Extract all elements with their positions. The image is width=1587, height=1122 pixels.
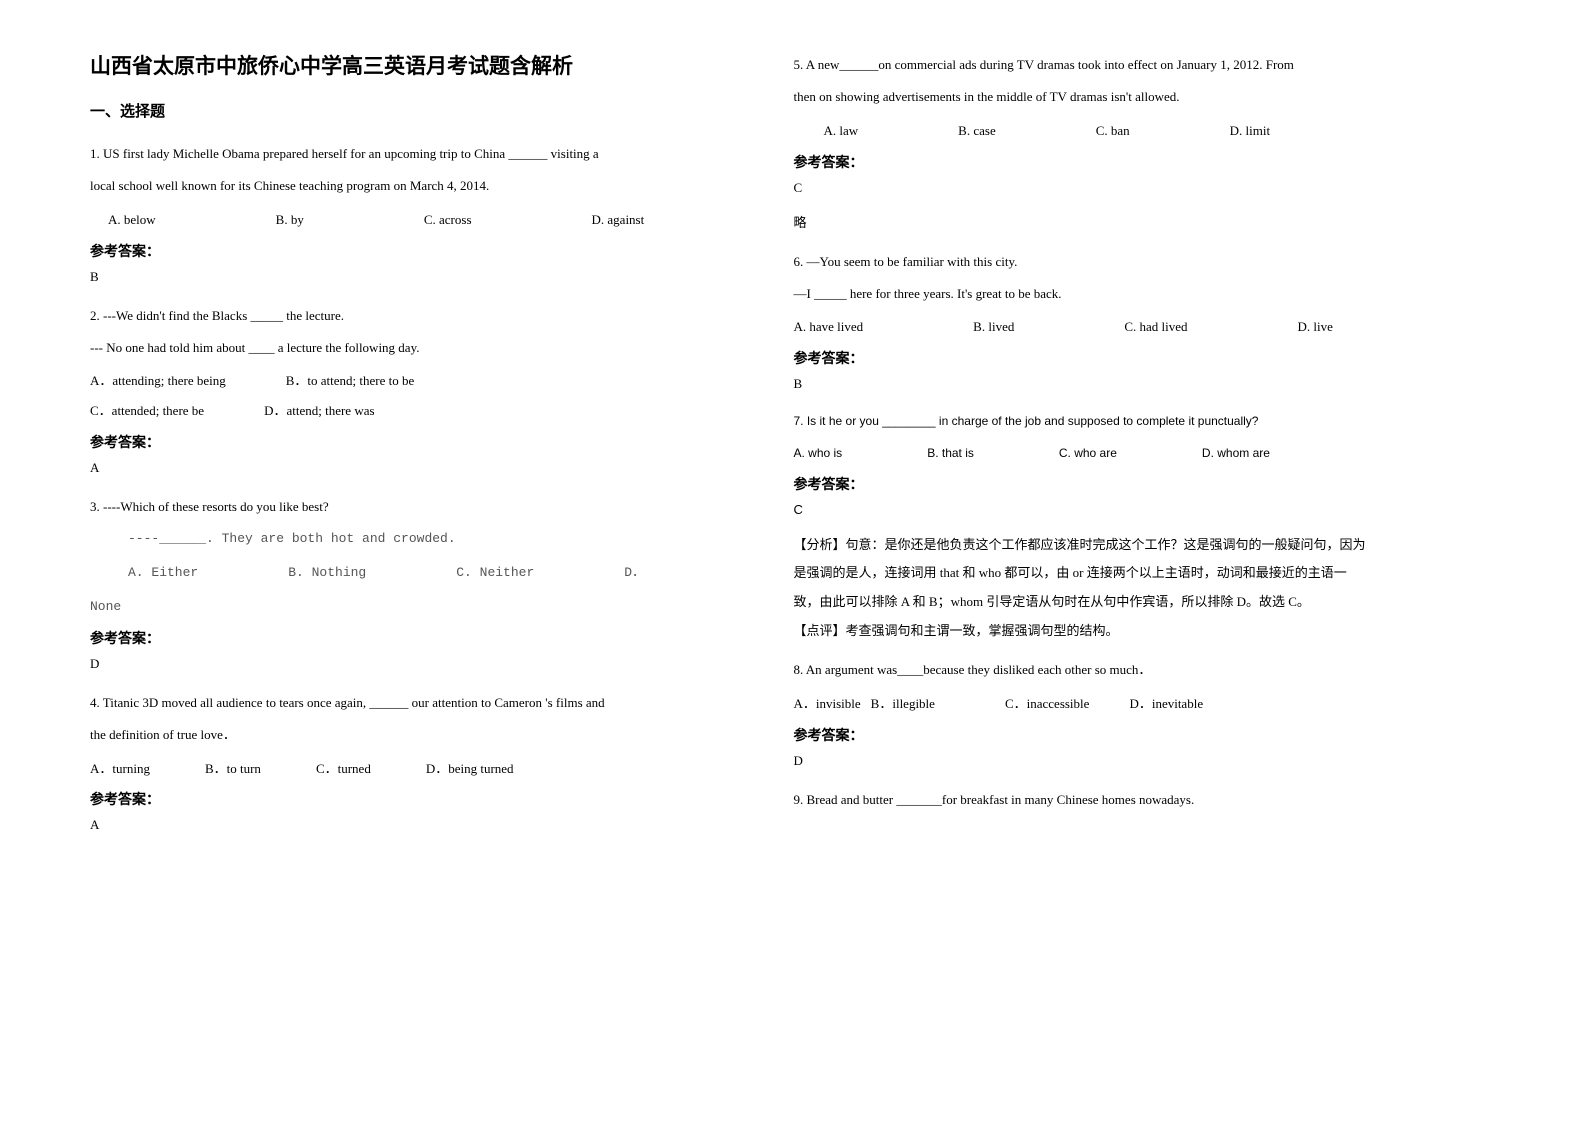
question-9: 9. Bread and butter _______for breakfast…: [794, 785, 1478, 815]
q1-option-d: D. against: [592, 205, 645, 235]
q4-option-a: A．turning: [90, 754, 150, 784]
q4-option-d: D．being turned: [426, 754, 514, 784]
q7-option-a: A. who is: [794, 440, 843, 468]
q5-option-b: B. case: [958, 116, 996, 146]
q2-option-b: B．to attend; there to be: [286, 366, 415, 396]
q7-option-d: D. whom are: [1202, 440, 1270, 468]
q1-option-a: A. below: [108, 205, 156, 235]
left-column: 山西省太原市中旅侨心中学高三英语月考试题含解析 一、选择题 1. US firs…: [90, 50, 794, 1072]
question-6: 6. —You seem to be familiar with this ci…: [794, 247, 1478, 309]
q1-option-c: C. across: [424, 205, 472, 235]
q8-option-b: B．illegible: [871, 689, 935, 719]
question-3-text-1: 3. ----Which of these resorts do you lik…: [90, 492, 774, 522]
question-1-options: A. below B. by C. across D. against: [90, 205, 774, 235]
question-4-text-1: 4. Titanic 3D moved all audience to tear…: [90, 688, 774, 718]
q2-option-c: C．attended; there be: [90, 396, 204, 426]
right-column: 5. A new______on commercial ads during T…: [794, 50, 1498, 1072]
question-5-text-1: 5. A new______on commercial ads during T…: [794, 50, 1478, 80]
question-6-text-1: 6. —You seem to be familiar with this ci…: [794, 247, 1478, 277]
q7-option-b: B. that is: [927, 440, 974, 468]
q7-comment-4: 【点评】考查强调句和主谓一致，掌握强调句型的结构。: [794, 619, 1478, 644]
q5-answer-label: 参考答案：: [794, 152, 1478, 172]
q8-option-d: D．inevitable: [1129, 689, 1203, 719]
q3-option-d: D．: [624, 558, 645, 588]
q7-answer-label: 参考答案：: [794, 474, 1478, 494]
question-8: 8. An argument was____because they disli…: [794, 655, 1478, 685]
question-8-text-1: 8. An argument was____because they disli…: [794, 655, 1478, 685]
q1-answer: B: [90, 269, 774, 285]
q5-extra: 略: [794, 212, 1478, 231]
question-4-options: A．turning B．to turn C．turned D．being tur…: [90, 754, 774, 784]
question-6-options: A. have lived B. lived C. had lived D. l…: [794, 312, 1478, 342]
q8-answer-label: 参考答案：: [794, 725, 1478, 745]
q6-option-c: C. had lived: [1124, 312, 1187, 342]
q2-answer: A: [90, 460, 774, 476]
page-title: 山西省太原市中旅侨心中学高三英语月考试题含解析: [90, 50, 774, 80]
q3-option-c: C. Neither: [456, 558, 534, 588]
q4-option-b: B．to turn: [205, 754, 261, 784]
question-2-text-1: 2. ---We didn't find the Blacks _____ th…: [90, 301, 774, 331]
question-2-options-ab: A．attending; there being B．to attend; th…: [90, 366, 774, 396]
q4-answer: A: [90, 817, 774, 833]
question-5: 5. A new______on commercial ads during T…: [794, 50, 1478, 112]
question-6-text-2: —I _____ here for three years. It's grea…: [794, 279, 1478, 309]
question-1: 1. US first lady Michelle Obama prepared…: [90, 139, 774, 201]
question-5-text-2: then on showing advertisements in the mi…: [794, 82, 1478, 112]
question-7: 7. Is it he or you ________ in charge of…: [794, 408, 1478, 436]
section-heading: 一、选择题: [90, 100, 774, 121]
q6-option-a: A. have lived: [794, 312, 864, 342]
q6-answer: B: [794, 376, 1478, 392]
q3-option-a: A. Either: [128, 558, 198, 588]
question-7-text-1: 7. Is it he or you ________ in charge of…: [794, 408, 1478, 436]
q1-answer-label: 参考答案：: [90, 241, 774, 261]
question-5-options: A. law B. case C. ban D. limit: [794, 116, 1478, 146]
q5-answer: C: [794, 180, 1478, 196]
q6-option-d: D. live: [1298, 312, 1333, 342]
q8-answer: D: [794, 753, 1478, 769]
q5-option-d: D. limit: [1230, 116, 1270, 146]
q8-option-c: C．inaccessible: [1005, 689, 1089, 719]
question-9-text-1: 9. Bread and butter _______for breakfast…: [794, 785, 1478, 815]
q2-answer-label: 参考答案：: [90, 432, 774, 452]
question-4: 4. Titanic 3D moved all audience to tear…: [90, 688, 774, 750]
q2-option-d: D．attend; there was: [264, 396, 374, 426]
question-7-options: A. who is B. that is C. who are D. whom …: [794, 440, 1478, 468]
question-2-options-cd: C．attended; there be D．attend; there was: [90, 396, 774, 426]
question-1-text-1: 1. US first lady Michelle Obama prepared…: [90, 139, 774, 169]
q4-option-c: C．turned: [316, 754, 371, 784]
question-3-text-2: ----______. They are both hot and crowde…: [90, 524, 774, 554]
q3-option-b: B. Nothing: [288, 558, 366, 588]
q6-option-b: B. lived: [973, 312, 1014, 342]
q7-option-c: C. who are: [1059, 440, 1117, 468]
q5-option-a: A. law: [824, 116, 859, 146]
q1-option-b: B. by: [276, 205, 304, 235]
question-2-text-2: --- No one had told him about ____ a lec…: [90, 333, 774, 363]
q7-answer: C: [794, 502, 1478, 517]
question-4-text-2: the definition of true love．: [90, 720, 774, 750]
q3-option-d-line2: None: [90, 592, 774, 622]
question-3: 3. ----Which of these resorts do you lik…: [90, 492, 774, 554]
q7-comment-1: 【分析】句意：是你还是他负责这个工作都应该准时完成这个工作？这是强调句的一般疑问…: [794, 533, 1478, 558]
q7-comment-3: 致，由此可以排除 A 和 B；whom 引导定语从句时在从句中作宾语，所以排除 …: [794, 590, 1478, 615]
q2-option-a: A．attending; there being: [90, 366, 226, 396]
q3-answer: D: [90, 656, 774, 672]
question-8-options: A．invisible B．illegible C．inaccessible D…: [794, 689, 1478, 719]
question-1-text-2: local school well known for its Chinese …: [90, 171, 774, 201]
question-2: 2. ---We didn't find the Blacks _____ th…: [90, 301, 774, 363]
q6-answer-label: 参考答案：: [794, 348, 1478, 368]
q7-comment-2: 是强调的是人，连接词用 that 和 who 都可以，由 or 连接两个以上主语…: [794, 561, 1478, 586]
q4-answer-label: 参考答案：: [90, 789, 774, 809]
q5-option-c: C. ban: [1096, 116, 1130, 146]
q3-answer-label: 参考答案：: [90, 628, 774, 648]
q8-option-a: A．invisible: [794, 689, 861, 719]
question-3-options: A. Either B. Nothing C. Neither D．: [90, 558, 774, 588]
